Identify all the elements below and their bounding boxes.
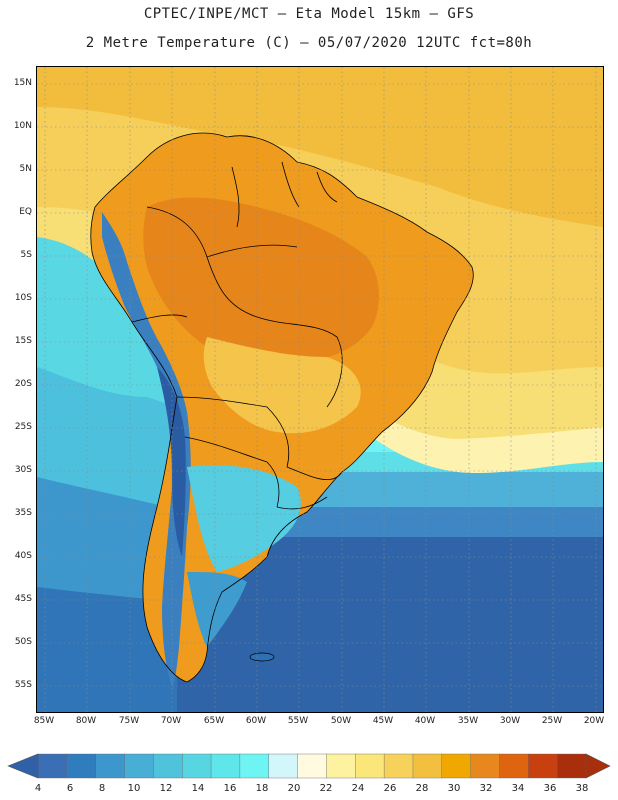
lat-label-5n: 5N	[19, 164, 32, 174]
lon-label-65w: 65W	[203, 716, 225, 726]
lon-label-20w: 20W	[583, 716, 605, 726]
colorbar-swatch	[528, 753, 558, 779]
lat-label-25s: 25S	[14, 422, 32, 432]
legend-label-26: 26	[383, 783, 397, 794]
andes-high-plateau	[157, 367, 186, 557]
legend-label-4: 4	[34, 783, 42, 794]
patagonia-cool	[187, 572, 247, 647]
colorbar-swatch	[412, 753, 443, 779]
interior-hot-zone	[143, 197, 379, 364]
colorbar-swatch	[95, 753, 126, 779]
colorbar-swatch	[556, 753, 587, 779]
chart-title-line-2: 2 Metre Temperature (C) – 05/07/2020 12U…	[85, 35, 533, 51]
lon-label-30w: 30W	[499, 716, 521, 726]
colorbar-low-arrow	[7, 753, 39, 779]
legend-label-6: 6	[66, 783, 74, 794]
lon-label-85w: 85W	[33, 716, 55, 726]
temperature-map[interactable]	[36, 66, 604, 713]
lon-label-80w: 80W	[75, 716, 97, 726]
lat-label-10s: 10S	[14, 293, 32, 303]
legend-label-20: 20	[287, 783, 301, 794]
legend-label-14: 14	[191, 783, 205, 794]
colorbar-swatch	[66, 753, 97, 779]
legend-label-30: 30	[447, 783, 461, 794]
falkland-islands	[249, 652, 275, 662]
lon-label-55w: 55W	[287, 716, 309, 726]
lon-label-75w: 75W	[118, 716, 140, 726]
lat-label-30s: 30S	[14, 465, 32, 475]
colorbar-swatch	[383, 753, 414, 779]
andes-cold-spine	[102, 212, 191, 687]
legend-label-12: 12	[159, 783, 173, 794]
legend-label-34: 34	[511, 783, 525, 794]
legend-label-24: 24	[351, 783, 365, 794]
lat-label-50s: 50S	[14, 637, 32, 647]
colorbar-swatch	[37, 753, 68, 779]
colorbar-swatch	[210, 753, 241, 779]
lat-label-5s: 5S	[20, 250, 32, 260]
lat-label-20s: 20S	[14, 379, 32, 389]
lon-label-70w: 70W	[160, 716, 182, 726]
central-plains-warm	[203, 337, 361, 434]
temperature-colorbar	[7, 753, 611, 779]
colorbar-swatch	[470, 753, 500, 779]
lon-label-60w: 60W	[245, 716, 267, 726]
legend-label-10: 10	[127, 783, 141, 794]
lat-label-15n: 15N	[13, 78, 32, 88]
legend-label-16: 16	[223, 783, 237, 794]
colorbar-swatch	[355, 753, 385, 779]
lat-label-35s: 35S	[14, 508, 32, 518]
colorbar-swatch	[499, 753, 529, 779]
colorbar-swatch	[297, 753, 327, 779]
colorbar-swatch	[153, 753, 183, 779]
colorbar-swatch	[268, 753, 299, 779]
lon-label-35w: 35W	[457, 716, 479, 726]
colorbar-swatch	[182, 753, 212, 779]
lon-label-45w: 45W	[372, 716, 394, 726]
lat-label-40s: 40S	[14, 551, 32, 561]
lat-label-15s: 15S	[14, 336, 32, 346]
lat-label-10n: 10N	[13, 121, 32, 131]
colorbar-high-arrow	[585, 753, 611, 779]
lat-label-55s: 55S	[14, 680, 32, 690]
lon-label-40w: 40W	[414, 716, 436, 726]
ocean-band-30	[37, 67, 603, 227]
legend-label-32: 32	[479, 783, 493, 794]
lat-label-eq: EQ	[19, 207, 32, 217]
legend-label-22: 22	[319, 783, 333, 794]
legend-label-8: 8	[98, 783, 106, 794]
colorbar-swatch	[326, 753, 356, 779]
legend-label-36: 36	[543, 783, 557, 794]
colorbar-swatch	[239, 753, 270, 779]
lon-label-50w: 50W	[330, 716, 352, 726]
legend-label-18: 18	[255, 783, 269, 794]
colorbar-swatch	[124, 753, 154, 779]
legend-label-28: 28	[415, 783, 429, 794]
legend-label-38: 38	[575, 783, 589, 794]
lon-label-25w: 25W	[541, 716, 563, 726]
lat-label-45s: 45S	[14, 594, 32, 604]
pacific-band-8	[37, 587, 177, 712]
map-canvas	[37, 67, 603, 712]
pampas-cool	[187, 465, 301, 572]
colorbar-swatch	[441, 753, 472, 779]
chart-title-line-1: CPTEC/INPE/MCT – Eta Model 15km – GFS	[143, 6, 475, 22]
